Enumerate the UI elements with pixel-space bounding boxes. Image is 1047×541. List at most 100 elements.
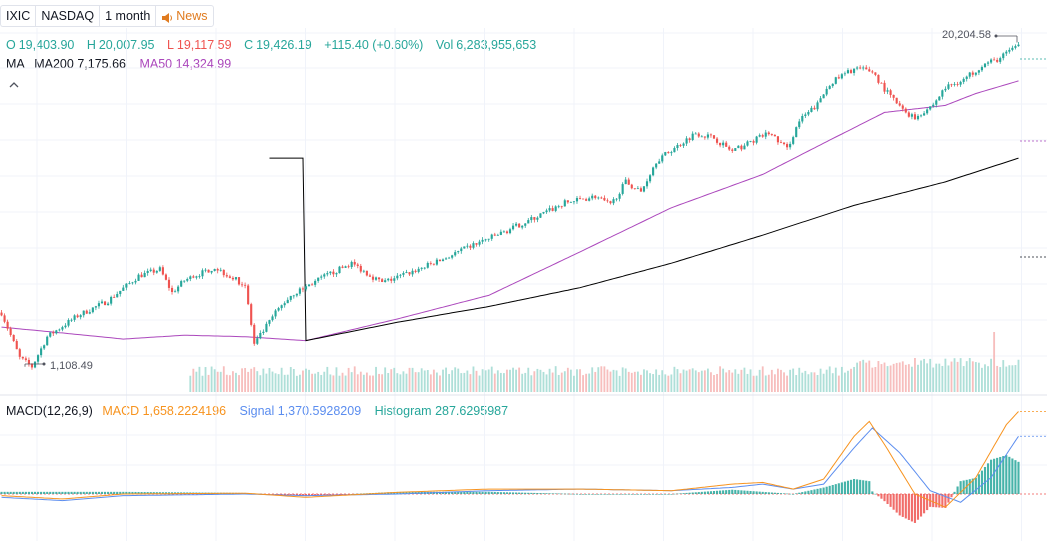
candle-body <box>356 264 359 266</box>
volume-bar <box>518 367 521 392</box>
candle-body <box>429 262 432 264</box>
histogram-bar <box>399 491 402 494</box>
candle-body <box>676 144 679 149</box>
candle-body <box>639 188 642 192</box>
volume-bar <box>472 366 475 392</box>
histogram-bar <box>658 494 661 495</box>
volume-bar <box>993 332 996 392</box>
open-value: 19,403.90 <box>18 38 75 52</box>
volume-bar <box>895 362 898 392</box>
interval-button[interactable]: 1 month <box>99 5 156 27</box>
volume-bar <box>770 369 773 392</box>
histogram-bar <box>52 491 55 494</box>
candle-body <box>36 355 40 362</box>
volume-bar <box>341 372 344 392</box>
candle-body <box>128 282 131 284</box>
histogram-bar <box>174 492 177 494</box>
volume-bar <box>247 371 250 392</box>
candle-body <box>493 234 496 236</box>
histogram-bar <box>545 493 548 494</box>
volume-bar <box>959 358 962 392</box>
candle-body <box>804 114 807 116</box>
candle-body <box>177 286 180 292</box>
histogram-bar <box>594 494 597 495</box>
volume-bar <box>554 366 557 392</box>
histogram-bar <box>639 494 642 495</box>
candle-body <box>597 197 600 199</box>
candle-body <box>441 259 445 262</box>
candle-body <box>816 102 819 110</box>
candle-body <box>186 279 189 281</box>
histogram-bar <box>6 491 9 494</box>
candle-body <box>88 312 91 314</box>
histogram-bar <box>767 492 770 494</box>
candle-body <box>740 145 743 150</box>
candle-body <box>834 77 837 84</box>
candle-body <box>444 258 448 260</box>
volume-bar <box>493 373 496 392</box>
volume-bar <box>944 358 947 392</box>
candle-body <box>508 229 512 234</box>
candle-body <box>767 132 770 135</box>
histogram-bar <box>700 491 703 494</box>
histogram-bar <box>472 491 475 494</box>
histogram-bar <box>149 492 152 494</box>
candle-body <box>588 198 591 201</box>
histogram-bar <box>609 494 612 495</box>
volume-bar <box>524 372 527 392</box>
volume-bar <box>305 368 307 392</box>
volume-bar <box>597 367 600 392</box>
histogram-bar <box>831 484 834 494</box>
candle-body <box>990 59 993 63</box>
histogram-bar <box>627 494 630 495</box>
volume-bar <box>889 365 892 392</box>
histogram-bar <box>320 494 323 496</box>
candle-body <box>207 269 210 273</box>
volume-bar <box>588 373 591 392</box>
exchange-button[interactable]: NASDAQ <box>35 5 100 27</box>
candle-body <box>280 305 283 309</box>
collapse-legend-button[interactable] <box>9 80 19 92</box>
symbol-button[interactable]: IXIC <box>0 5 36 27</box>
candle-body <box>533 217 536 220</box>
histogram-bar <box>271 494 274 495</box>
histogram-bar <box>807 490 810 494</box>
candle-body <box>664 152 667 156</box>
histogram-bar <box>618 494 621 495</box>
candle-body <box>600 197 603 199</box>
candle-body <box>137 274 140 281</box>
volume-bar <box>813 372 816 392</box>
histogram-bar <box>414 491 417 494</box>
histogram-bar <box>457 491 460 494</box>
candle-body <box>542 212 545 214</box>
ma200-path <box>269 157 1019 342</box>
histogram-bar <box>572 493 576 495</box>
histogram-bar <box>737 490 740 494</box>
histogram-bar <box>451 491 454 494</box>
candle-body <box>807 111 810 115</box>
low-label: L <box>166 38 174 52</box>
candle-body <box>560 206 563 208</box>
histogram-bar <box>12 491 15 494</box>
volume-bar <box>606 369 609 392</box>
histogram-bar <box>712 490 716 494</box>
histogram-bar <box>420 491 423 494</box>
histogram-bar <box>624 494 627 495</box>
volume-bar <box>688 369 691 392</box>
candle-body <box>460 248 463 252</box>
histogram-bar <box>119 491 122 494</box>
histogram-bar <box>725 490 728 494</box>
volume-bar <box>1014 365 1017 392</box>
volume-bar <box>810 372 813 392</box>
histogram-bar <box>338 494 341 495</box>
chevron-up-icon <box>9 82 19 88</box>
candle-body <box>615 198 618 200</box>
news-button[interactable]: News <box>155 5 214 27</box>
histogram-bar <box>286 494 289 496</box>
histogram-bar <box>113 491 116 494</box>
speaker-icon <box>161 10 173 23</box>
candle-body <box>414 270 417 272</box>
volume-bar <box>789 369 792 392</box>
candle-body <box>621 184 624 194</box>
